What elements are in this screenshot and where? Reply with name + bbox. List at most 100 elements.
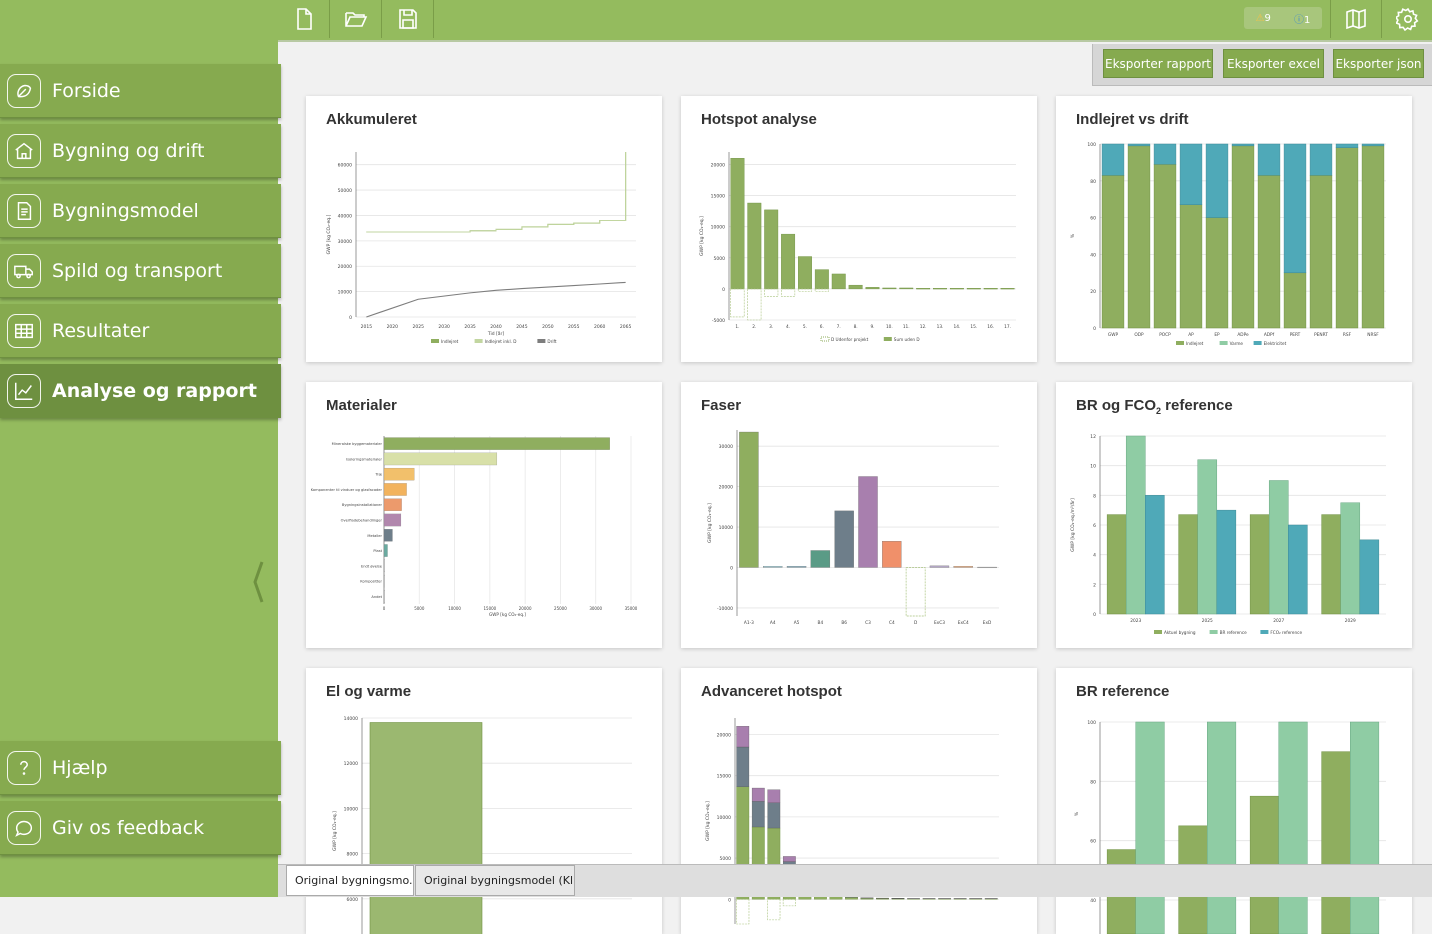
y-tick-label: 20	[1090, 289, 1096, 295]
new-file-button[interactable]	[278, 0, 330, 38]
export-excel-button[interactable]: Eksporter excel	[1223, 49, 1324, 78]
x-tick-label: ExC3	[934, 620, 945, 626]
x-tick-label: 6.	[820, 324, 824, 330]
title-part: reference	[1161, 397, 1233, 414]
bar	[1322, 515, 1341, 614]
bar	[1288, 525, 1307, 614]
legend-swatch	[1176, 341, 1184, 345]
nav-item-hjaelp[interactable]: Hjælp	[0, 741, 281, 795]
warning-count: 9	[1265, 13, 1271, 24]
bar	[384, 499, 402, 511]
nav-item-bygningsmodel[interactable]: Bygningsmodel	[0, 184, 281, 238]
bar-indlejret	[1258, 175, 1280, 328]
document-tab[interactable]: Original bygningsmodel (Kl...	[415, 865, 575, 896]
bar	[883, 288, 897, 289]
collapse-sidebar-icon[interactable]	[251, 560, 265, 604]
nav-label: Giv os feedback	[52, 817, 204, 839]
bar	[1126, 436, 1145, 614]
open-folder-button[interactable]	[330, 0, 382, 38]
bar-indlejret	[1102, 175, 1124, 328]
save-button[interactable]	[382, 0, 434, 38]
x-tick-label: 10.	[886, 324, 893, 330]
bar	[811, 550, 830, 567]
x-tick-label: A5	[794, 620, 800, 626]
table-icon	[7, 314, 41, 348]
y-axis-label: GWP [kg CO₂-eq.]	[699, 216, 705, 256]
bar-negative	[731, 289, 745, 317]
y-tick-label: 80	[1090, 779, 1096, 785]
bar	[1001, 288, 1015, 289]
legend-label: Indlejret	[1186, 341, 1204, 346]
card-title: El og varme	[326, 683, 411, 700]
settings-button[interactable]	[1382, 0, 1432, 38]
question-icon	[7, 751, 41, 785]
card-title: BR reference	[1076, 683, 1169, 700]
x-tick-label: 12.	[920, 324, 927, 330]
bar-negative	[768, 899, 780, 920]
card-title: Materialer	[326, 397, 397, 414]
legend-label: Elektricitet	[1264, 341, 1287, 346]
y-tick-label: 20000	[719, 485, 733, 491]
nav-item-resultater[interactable]: Resultater	[0, 304, 281, 358]
x-tick-label: 14.	[953, 324, 960, 330]
y-tick-label: 40	[1090, 898, 1096, 904]
export-json-button[interactable]: Eksporter json	[1333, 49, 1424, 78]
y-tick-label: -10000	[717, 606, 733, 612]
y-axis-label: GWP [kg CO₂-eq./m²/år]	[1069, 498, 1076, 552]
notification-counts[interactable]: ⚠9 ⓘ1	[1244, 7, 1322, 29]
x-tick-label: 2023	[1130, 618, 1141, 624]
legend-label: Indlejret inkl. D	[485, 339, 517, 344]
y-tick-label: Andet	[371, 595, 382, 599]
x-tick-label: GWP	[1108, 332, 1119, 338]
y-tick-label: 20000	[717, 732, 731, 738]
export-report-button[interactable]: Eksporter rapport	[1103, 49, 1213, 78]
bar	[1198, 460, 1217, 614]
x-tick-label: 2029	[1345, 618, 1356, 624]
y-tick-label: 5000	[714, 256, 726, 262]
nav-item-spild-og-transport[interactable]: Spild og transport	[0, 244, 281, 298]
y-tick-label: 5000	[720, 856, 732, 862]
bar	[950, 288, 964, 289]
y-axis-label: %	[1074, 811, 1080, 816]
x-tick-label: 2030	[438, 324, 450, 330]
y-tick-label: 10000	[338, 290, 352, 296]
bar	[748, 203, 762, 289]
y-tick-label: Overfladebehandlinger	[341, 519, 383, 523]
bar	[967, 288, 981, 289]
nav-item-forside[interactable]: Forside	[0, 64, 281, 118]
x-tick-label: EP	[1214, 332, 1220, 338]
bar-indlejret	[1284, 273, 1306, 328]
nav-item-bygning-og-drift[interactable]: Bygning og drift	[0, 124, 281, 178]
nav-item-feedback[interactable]: Giv os feedback	[0, 801, 281, 855]
book-button[interactable]	[1330, 0, 1382, 38]
y-tick-label: Endt øvelse	[361, 564, 383, 568]
gear-icon	[1396, 7, 1420, 31]
x-tick-label: 20000	[519, 606, 532, 611]
document-tab[interactable]: Original bygningsmo...	[286, 865, 414, 896]
y-tick-label: 10000	[711, 225, 725, 231]
building-icon	[7, 134, 41, 168]
y-tick-label: 80	[1090, 179, 1096, 185]
y-tick-label: 15000	[711, 194, 725, 200]
x-tick-label: 11.	[903, 324, 910, 330]
bar	[849, 285, 863, 289]
bar	[384, 468, 414, 480]
y-tick-label: 6000	[347, 897, 359, 903]
x-tick-label: PENRT	[1314, 332, 1328, 338]
y-axis-label: GWP [kg CO₂-eq.]	[707, 503, 713, 543]
nav-item-analyse-og-rapport[interactable]: Analyse og rapport	[0, 364, 281, 418]
bar-negative	[783, 899, 795, 906]
bar-negative	[781, 289, 795, 296]
card-title: Hotspot analyse	[701, 111, 817, 128]
bar-negative	[737, 899, 749, 924]
x-tick-label: D	[914, 620, 918, 626]
chart-line-icon	[7, 374, 41, 408]
y-tick-label: Træ	[374, 473, 382, 477]
